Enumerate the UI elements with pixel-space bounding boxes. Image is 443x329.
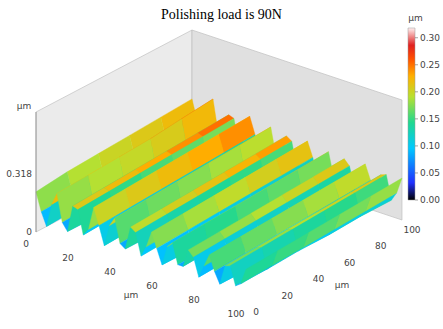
svg-text:µm: µm <box>17 101 32 111</box>
svg-text:100: 100 <box>403 225 420 235</box>
svg-text:20: 20 <box>62 253 74 263</box>
svg-text:40: 40 <box>313 274 325 284</box>
svg-text:µm: µm <box>124 290 139 300</box>
svg-text:Polishing load is 90N: Polishing load is 90N <box>161 7 282 22</box>
svg-text:0.25: 0.25 <box>420 60 440 70</box>
svg-text:0.05: 0.05 <box>420 168 440 178</box>
svg-text:100: 100 <box>227 309 244 319</box>
svg-text:0.30: 0.30 <box>420 33 440 43</box>
svg-text:0.20: 0.20 <box>420 87 440 97</box>
svg-text:60: 60 <box>146 281 158 291</box>
svg-text:0: 0 <box>23 239 29 249</box>
svg-text:0.318: 0.318 <box>6 169 32 179</box>
svg-text:60: 60 <box>344 258 356 268</box>
svg-text:0.10: 0.10 <box>420 141 440 151</box>
svg-text:0: 0 <box>26 227 32 237</box>
svg-text:0.00: 0.00 <box>420 195 440 205</box>
svg-text:20: 20 <box>281 291 293 301</box>
svg-text:0.15: 0.15 <box>420 114 440 124</box>
svg-text:40: 40 <box>104 267 116 277</box>
svg-text:µm: µm <box>408 13 423 23</box>
svg-text:80: 80 <box>188 295 200 305</box>
svg-text:0: 0 <box>253 307 259 317</box>
svg-text:µm: µm <box>335 280 350 290</box>
svg-text:80: 80 <box>375 241 387 251</box>
